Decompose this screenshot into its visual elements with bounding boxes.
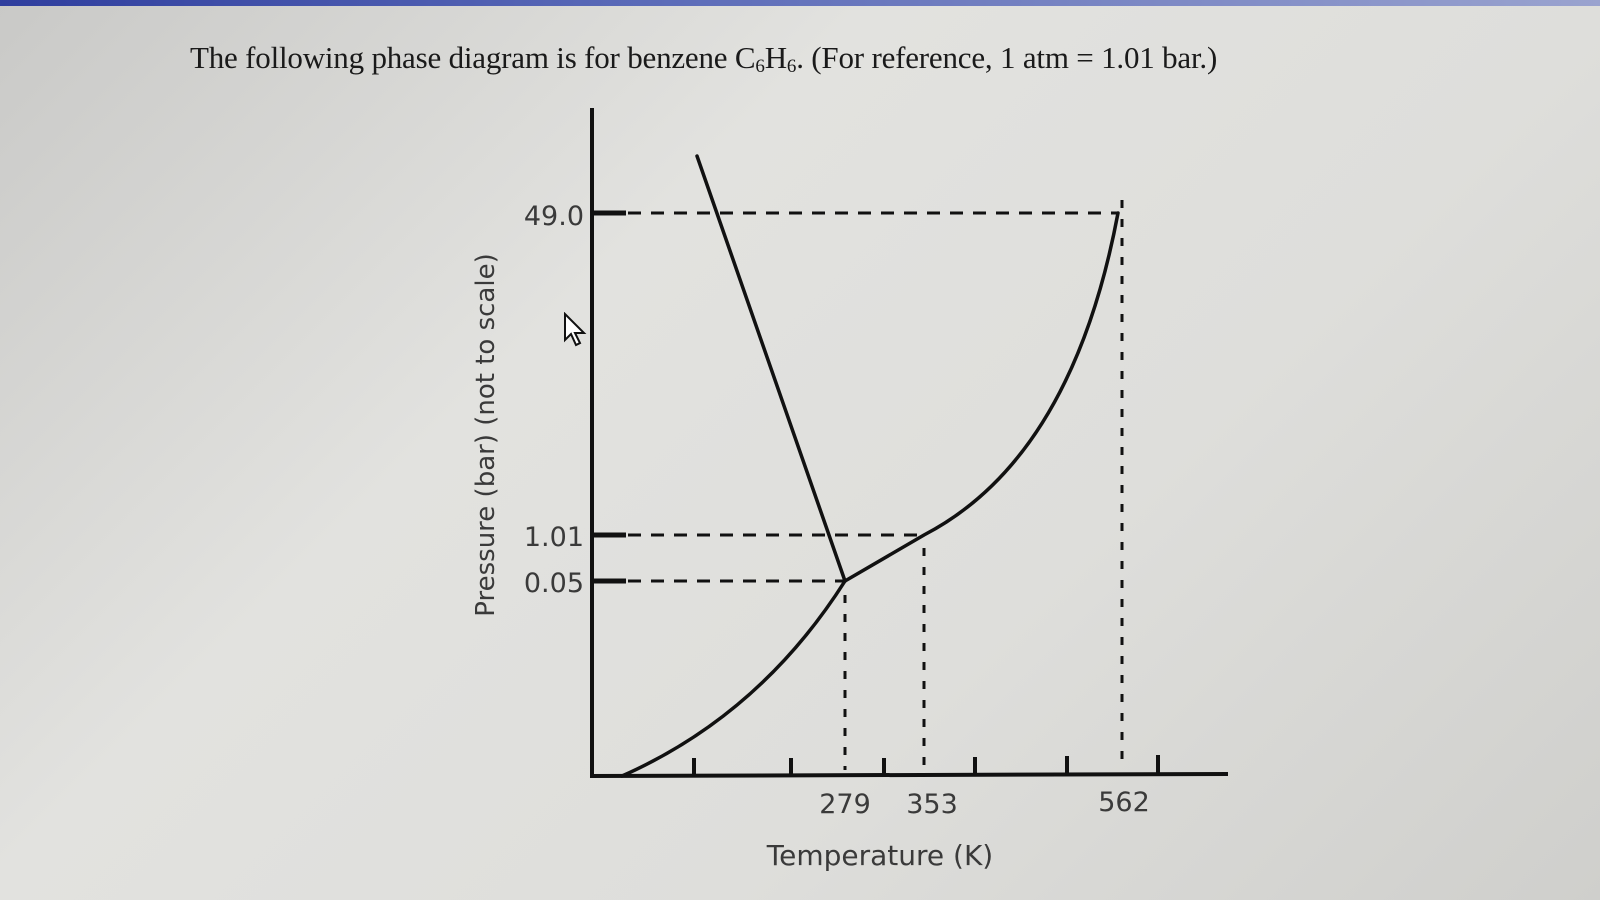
- x-axis-label: Temperature (K): [766, 839, 993, 872]
- formula-subscript-c: 6: [755, 56, 765, 77]
- y-tick-label-005: 0.05: [524, 568, 584, 599]
- x-tick-label-353: 353: [906, 789, 958, 820]
- y-tick-label-101: 1.01: [524, 522, 584, 553]
- mouse-pointer-icon: [564, 312, 587, 347]
- window-top-bar: [0, 0, 1600, 6]
- question-lead: The following phase diagram is for benze…: [190, 40, 756, 75]
- x-tick-label-279: 279: [819, 789, 871, 820]
- question-prompt: The following phase diagram is for benze…: [190, 40, 1440, 78]
- solid-liquid-curve: [695, 154, 847, 583]
- reference-dashes: [628, 200, 1124, 770]
- solid-gas-curve: [620, 579, 847, 778]
- question-tail: . (For reference, 1 atm = 1.01 bar.): [796, 40, 1218, 75]
- formula-subscript-h: 6: [786, 56, 797, 77]
- formula-h: H: [764, 40, 787, 75]
- y-axis-label: Pressure (bar) (not to scale): [471, 253, 501, 616]
- x-tick-label-562: 562: [1098, 787, 1150, 818]
- x-axis: [589, 772, 1229, 778]
- liquid-gas-curve: [843, 211, 1120, 583]
- y-tick-label-49: 49.0: [524, 201, 584, 232]
- x-tick-marks: [692, 755, 1160, 776]
